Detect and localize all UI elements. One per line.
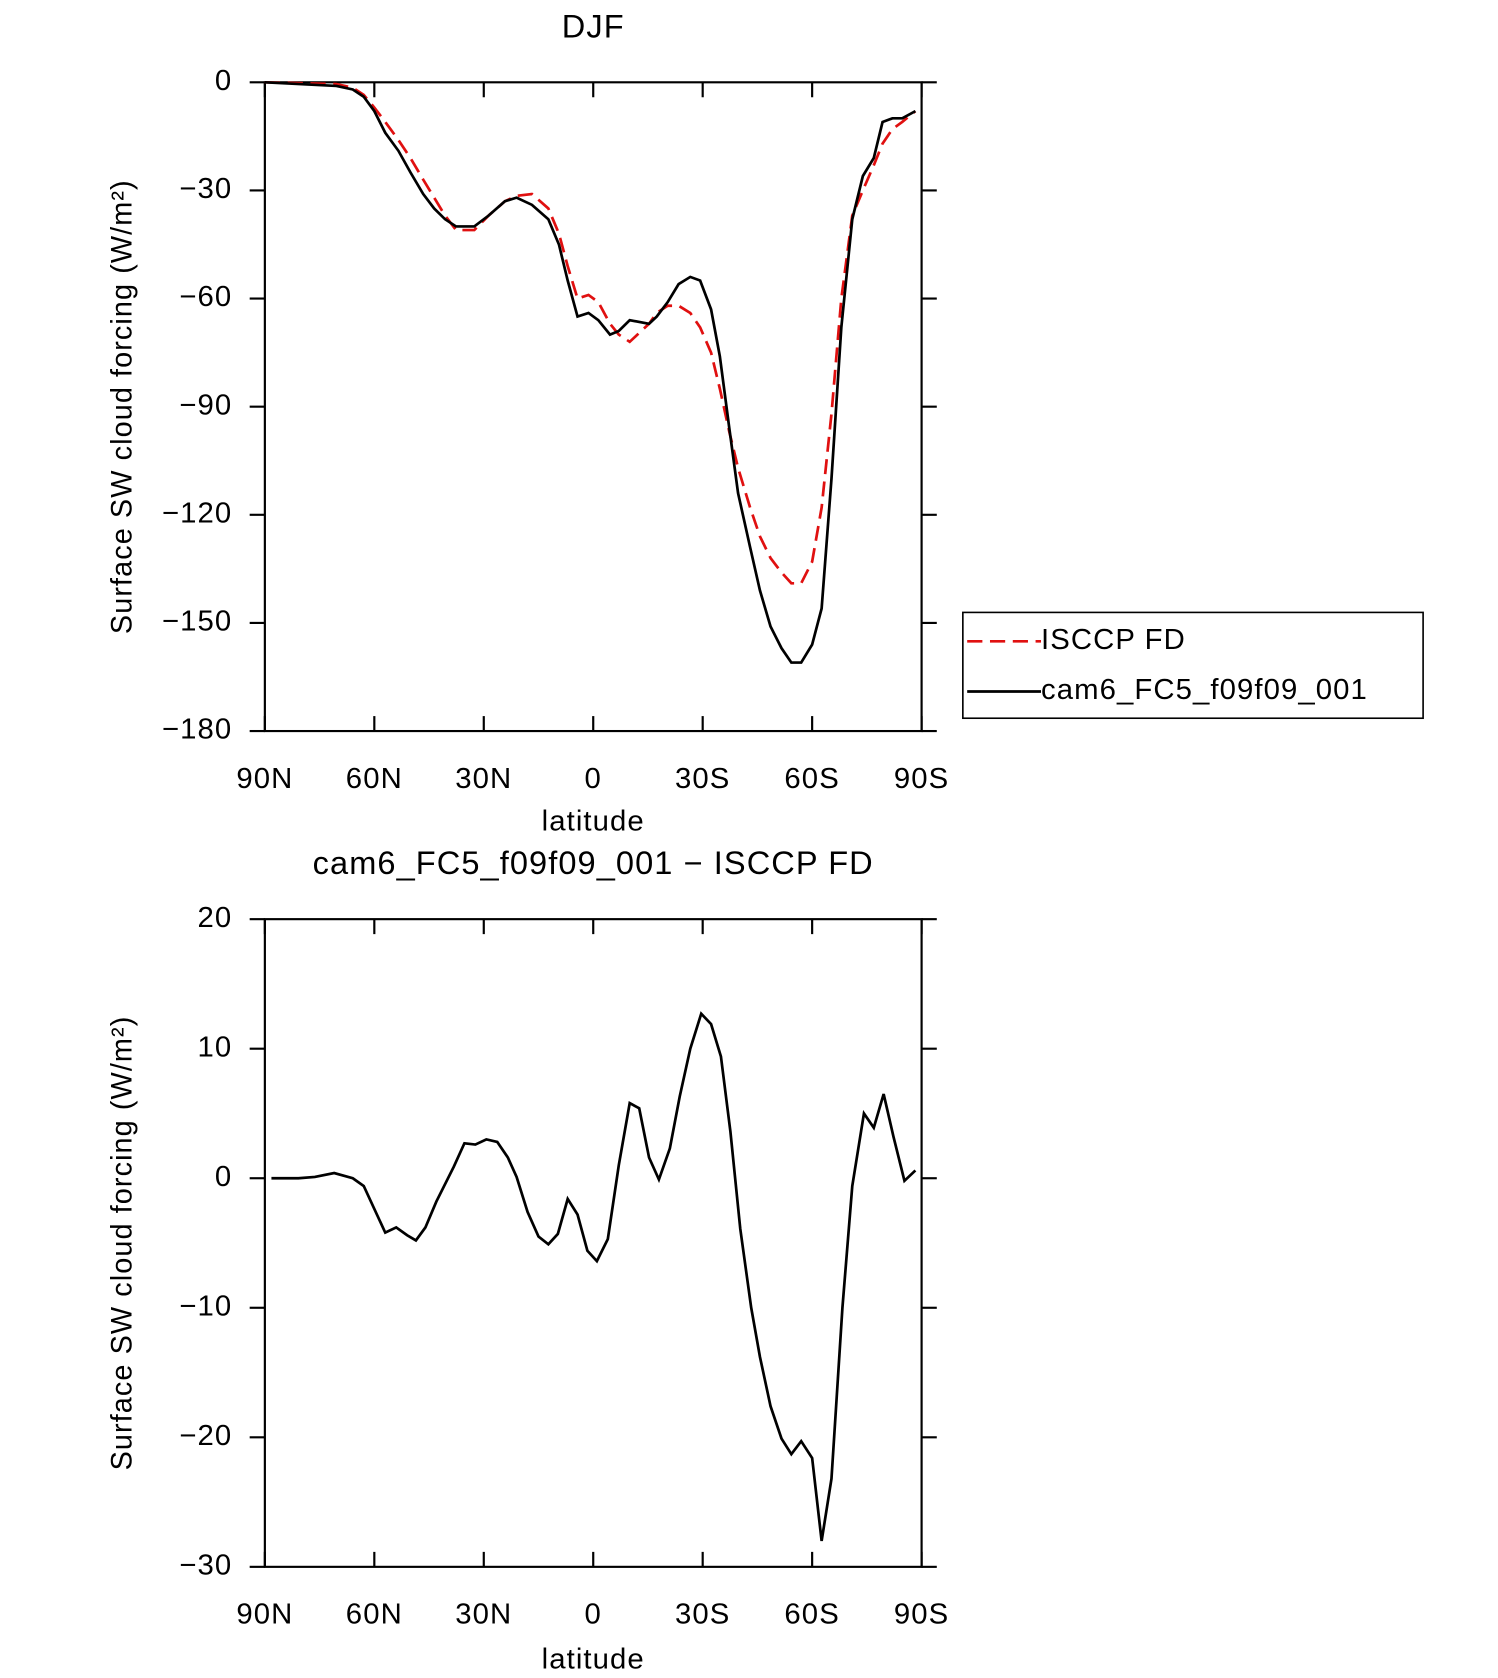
data-line	[264, 80, 917, 664]
x-tick-label: 60S	[784, 763, 839, 795]
y-tick-label: −20	[179, 1420, 232, 1452]
y-tick-label: 20	[198, 902, 233, 934]
y-axis-label: Surface SW cloud forcing (W/m²)	[106, 1016, 138, 1471]
x-tick-label: 90N	[236, 763, 293, 795]
y-tick-label: 0	[215, 65, 232, 97]
plot-frame	[263, 918, 923, 1568]
y-tick-label: −180	[162, 714, 232, 746]
data-line	[271, 1011, 917, 1542]
x-axis-label: latitude	[542, 1644, 645, 1676]
x-tick-label: 90S	[894, 763, 949, 795]
legend-box	[962, 611, 1424, 720]
x-tick-label: 0	[585, 763, 602, 795]
plot-frame	[263, 81, 923, 733]
x-tick-label: 90N	[236, 1599, 293, 1631]
x-tick-label: 30S	[675, 763, 730, 795]
y-tick-label: −30	[179, 1550, 232, 1582]
y-tick-label: −30	[179, 173, 232, 205]
y-tick-label: 0	[215, 1161, 232, 1193]
chart-title: cam6_FC5_f09f09_001 − ISCCP FD	[313, 845, 874, 881]
legend-label: ISCCP FD	[1041, 624, 1186, 656]
y-tick-label: −10	[179, 1291, 232, 1323]
y-tick-label: −60	[179, 281, 232, 313]
x-tick-label: 60N	[346, 1599, 403, 1631]
x-tick-label: 30N	[455, 763, 512, 795]
x-axis-label: latitude	[542, 806, 645, 838]
y-tick-label: 10	[198, 1032, 233, 1064]
data-line	[264, 80, 917, 585]
x-tick-label: 60N	[346, 763, 403, 795]
y-tick-label: −90	[179, 389, 232, 421]
x-tick-label: 60S	[784, 1599, 839, 1631]
y-tick-label: −150	[162, 606, 232, 638]
x-tick-label: 30S	[675, 1599, 730, 1631]
chart-title: DJF	[562, 9, 625, 45]
y-axis-label: Surface SW cloud forcing (W/m²)	[106, 179, 138, 634]
y-tick-label: −120	[162, 498, 232, 530]
x-tick-label: 90S	[894, 1599, 949, 1631]
x-tick-label: 30N	[455, 1599, 512, 1631]
x-tick-label: 0	[585, 1599, 602, 1631]
legend-label: cam6_FC5_f09f09_001	[1041, 674, 1368, 706]
